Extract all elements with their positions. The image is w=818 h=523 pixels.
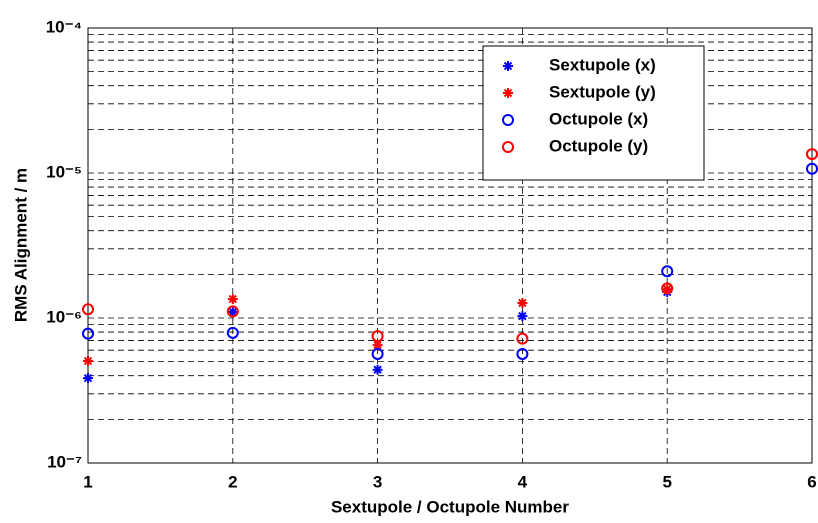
x-tick-label: 1 [83,472,92,491]
circle-marker [82,327,94,340]
legend-marker [502,141,514,153]
star-marker [517,311,528,322]
y-tick-label: 10⁻⁷ [47,452,82,471]
circle-marker [371,330,384,343]
circle-marker [82,303,94,316]
star-marker [83,373,93,384]
legend-label: Sextupole (y) [549,82,656,101]
legend-marker [502,114,514,126]
star-marker [227,306,238,317]
circle-marker [516,347,529,360]
y-tick-label: 10⁻⁴ [46,17,82,36]
circle-marker [661,265,674,278]
x-tick-label: 6 [807,472,816,491]
x-axis-label: Sextupole / Octupole Number [331,497,569,516]
star-marker [372,340,383,351]
star-marker [227,294,238,305]
circle-marker [806,148,818,161]
x-tick-label: 2 [228,472,237,491]
y-tick-label: 10⁻⁶ [46,307,82,326]
legend-marker [503,88,513,98]
y-tick-label: 10⁻⁵ [46,162,82,181]
x-tick-label: 4 [518,472,528,491]
legend-label: Octupole (x) [549,109,648,128]
circle-marker [516,332,529,345]
star-marker [662,284,673,295]
x-tick-label: 3 [373,472,382,491]
circle-marker [371,347,384,360]
circle-marker [226,326,239,339]
circle-marker [226,305,239,318]
x-tick-label: 5 [662,472,671,491]
legend-label: Sextupole (x) [549,55,656,74]
star-marker [83,356,93,367]
circle-marker [661,282,674,295]
star-marker [517,297,528,308]
legend-label: Octupole (y) [549,136,648,155]
y-axis-label: RMS Alignment / m [11,168,30,322]
star-marker [372,364,383,375]
circle-marker [806,162,818,175]
legend-marker [503,61,513,71]
legend-box [482,45,705,181]
